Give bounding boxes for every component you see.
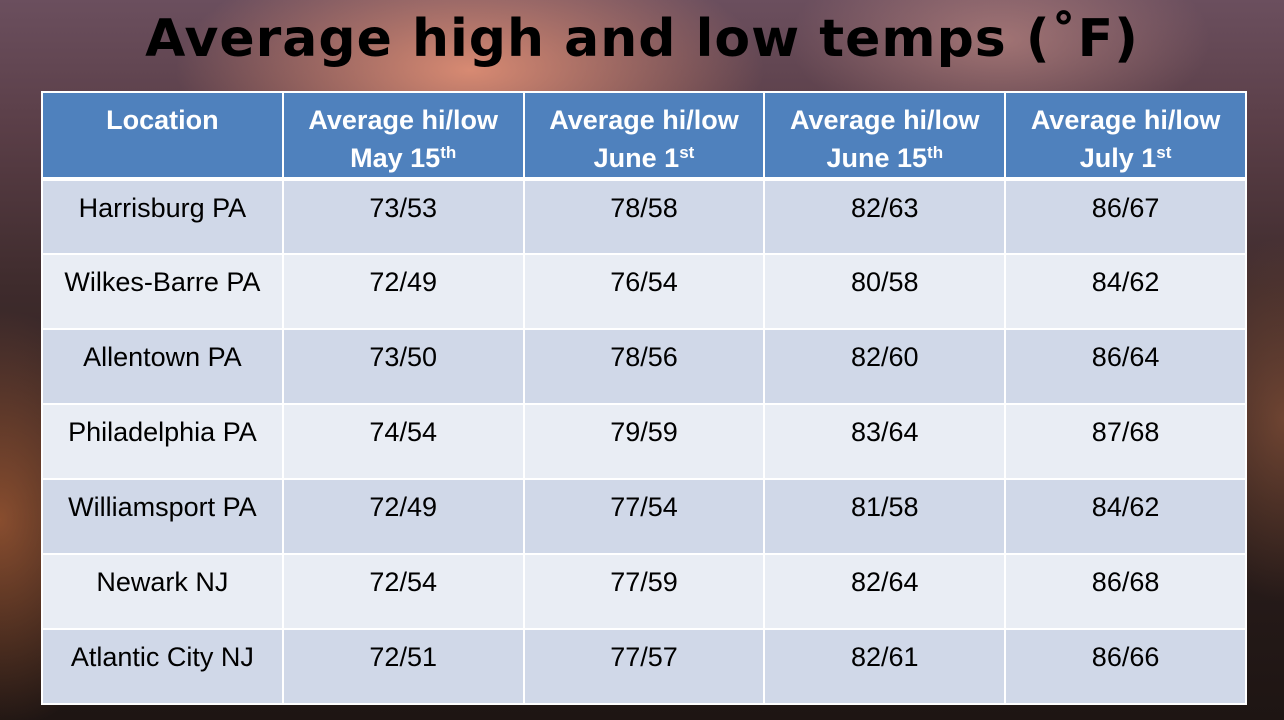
header-location: Location bbox=[41, 91, 284, 180]
cell-temp: 82/63 bbox=[763, 178, 1007, 255]
cell-temp: 83/64 bbox=[763, 403, 1007, 480]
header-line1: Average hi/low bbox=[549, 105, 739, 135]
cell-temp: 86/68 bbox=[1004, 553, 1247, 630]
cell-temp: 82/60 bbox=[763, 328, 1007, 405]
cell-temp: 84/62 bbox=[1004, 478, 1247, 555]
header-suffix: th bbox=[927, 143, 944, 162]
header-line1: Average hi/low bbox=[1030, 105, 1221, 135]
cell-temp: 82/64 bbox=[763, 553, 1007, 630]
header-line1: Average hi/low bbox=[790, 105, 980, 135]
header-suffix: th bbox=[440, 143, 457, 162]
table-row: Wilkes-Barre PA 72/49 76/54 80/58 84/62 bbox=[41, 253, 1247, 330]
table-row: Allentown PA 73/50 78/56 82/60 86/64 bbox=[41, 328, 1247, 405]
cell-temp: 78/56 bbox=[522, 328, 766, 405]
header-line2: July 1 bbox=[1079, 143, 1157, 173]
cell-temp: 80/58 bbox=[763, 253, 1007, 330]
cell-temp: 79/59 bbox=[522, 403, 766, 480]
cell-temp: 77/54 bbox=[522, 478, 766, 555]
cell-temp: 78/58 bbox=[522, 178, 766, 255]
cell-temp: 86/64 bbox=[1004, 328, 1247, 405]
cell-location: Newark NJ bbox=[41, 553, 284, 630]
header-line1: Location bbox=[106, 105, 219, 135]
cell-temp: 74/54 bbox=[281, 403, 525, 480]
header-line1: Average hi/low bbox=[308, 105, 498, 135]
table-row: Atlantic City NJ 72/51 77/57 82/61 86/66 bbox=[41, 628, 1247, 705]
cell-temp: 84/62 bbox=[1004, 253, 1247, 330]
header-suffix: st bbox=[1156, 143, 1172, 162]
cell-temp: 87/68 bbox=[1004, 403, 1247, 480]
table-header-row: Location Average hi/low May 15th Average… bbox=[41, 91, 1247, 180]
cell-temp: 76/54 bbox=[522, 253, 766, 330]
cell-temp: 72/49 bbox=[281, 253, 525, 330]
cell-temp: 73/53 bbox=[281, 178, 525, 255]
cell-location: Williamsport PA bbox=[41, 478, 284, 555]
cell-temp: 73/50 bbox=[281, 328, 525, 405]
header-july-1: Average hi/low July 1st bbox=[1004, 91, 1247, 180]
table-row: Philadelphia PA 74/54 79/59 83/64 87/68 bbox=[41, 403, 1247, 480]
cell-location: Atlantic City NJ bbox=[41, 628, 284, 705]
cell-temp: 77/59 bbox=[522, 553, 766, 630]
header-line2: June 1 bbox=[593, 143, 680, 173]
cell-location: Philadelphia PA bbox=[41, 403, 284, 480]
table-row: Newark NJ 72/54 77/59 82/64 86/68 bbox=[41, 553, 1247, 630]
cell-temp: 72/51 bbox=[281, 628, 525, 705]
cell-location: Wilkes-Barre PA bbox=[41, 253, 284, 330]
cell-temp: 82/61 bbox=[763, 628, 1007, 705]
table-row: Williamsport PA 72/49 77/54 81/58 84/62 bbox=[41, 478, 1247, 555]
header-line2: June 15 bbox=[826, 143, 928, 173]
table-row: Harrisburg PA 73/53 78/58 82/63 86/67 bbox=[41, 178, 1247, 255]
temperature-table: Location Average hi/low May 15th Average… bbox=[41, 91, 1247, 705]
cell-temp: 72/49 bbox=[281, 478, 525, 555]
cell-temp: 72/54 bbox=[281, 553, 525, 630]
cell-location: Allentown PA bbox=[41, 328, 284, 405]
header-may-15: Average hi/low May 15th bbox=[281, 91, 525, 180]
slide-title: Average high and low temps (˚F) bbox=[145, 9, 1139, 69]
cell-temp: 86/67 bbox=[1004, 178, 1247, 255]
header-june-15: Average hi/low June 15th bbox=[763, 91, 1007, 180]
header-suffix: st bbox=[679, 143, 695, 162]
header-june-1: Average hi/low June 1st bbox=[522, 91, 766, 180]
cell-temp: 81/58 bbox=[763, 478, 1007, 555]
cell-location: Harrisburg PA bbox=[41, 178, 284, 255]
cell-temp: 77/57 bbox=[522, 628, 766, 705]
header-line2: May 15 bbox=[350, 143, 441, 173]
cell-temp: 86/66 bbox=[1004, 628, 1247, 705]
